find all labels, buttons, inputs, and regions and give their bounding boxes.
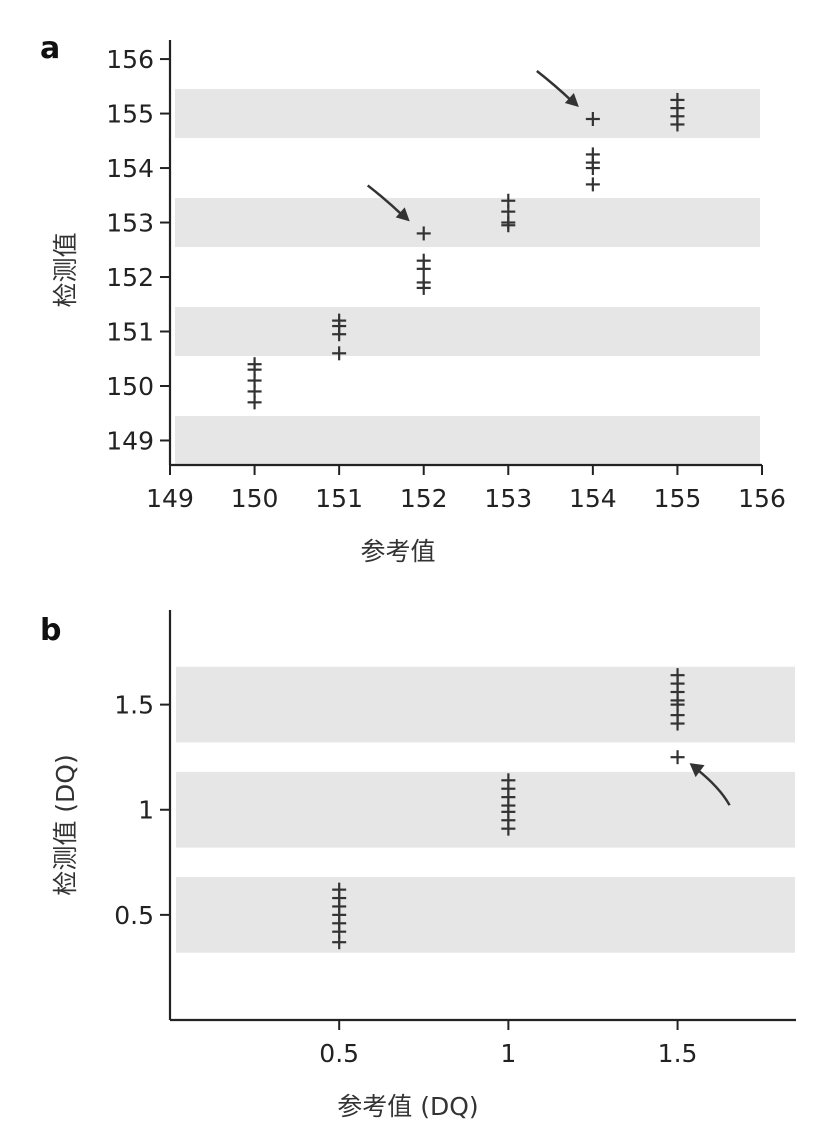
y-tick-label-b-0: 0.5 — [114, 901, 154, 930]
band-a-1 — [175, 306, 760, 357]
x-tick-label-a-3: 152 — [400, 484, 448, 513]
data-point-a-7 — [332, 327, 347, 342]
data-point-a-21 — [585, 161, 600, 176]
point-group-b — [332, 668, 685, 950]
arrow-a-1 — [536, 70, 579, 108]
data-point-a-9 — [416, 226, 431, 241]
data-point-a-13 — [416, 280, 431, 295]
x-axis-title-b: 参考值 (DQ) — [337, 1092, 478, 1121]
y-tick-label-a-2: 151 — [106, 318, 154, 347]
tick-group-b: 0.5 1 1.5 0.5 1 1.5 — [114, 691, 697, 1068]
x-tick-label-a-4: 153 — [484, 484, 532, 513]
x-tick-label-b-2: 1.5 — [658, 1039, 698, 1068]
data-point-a-26 — [670, 117, 685, 132]
y-axis-title-a: 检测值 — [51, 232, 80, 307]
tick-group-a: 149 150 151 152 153 154 155 156 149 150 151 152 153 1… — [106, 45, 786, 513]
band-b-1 — [176, 771, 795, 848]
y-tick-label-b-2: 1.5 — [114, 691, 154, 720]
arrow-group-a — [366, 70, 579, 222]
data-point-a-18 — [585, 112, 600, 127]
x-tick-label-a-1: 150 — [231, 484, 279, 513]
panel-letter-b: b — [40, 613, 61, 648]
x-tick-label-a-5: 154 — [569, 484, 617, 513]
band-a-3 — [175, 89, 760, 139]
data-point-b-20 — [670, 716, 685, 731]
y-axis-title-b: 检测值 (DQ) — [51, 754, 80, 895]
band-a-2 — [175, 198, 760, 248]
y-tick-label-a-6: 155 — [106, 100, 154, 129]
point-group-a — [247, 92, 685, 410]
x-tick-label-b-1: 1 — [500, 1039, 516, 1068]
x-tick-label-a-0: 149 — [146, 484, 194, 513]
x-tick-label-a-2: 151 — [315, 484, 363, 513]
chart-panel-a: a 149 150 151 152 153 154 155 156 149 150 151 152 15… — [40, 31, 786, 566]
x-tick-label-a-7: 156 — [738, 484, 786, 513]
y-tick-label-a-5: 154 — [106, 154, 154, 183]
y-tick-label-a-4: 153 — [106, 209, 154, 238]
y-tick-label-a-0: 149 — [106, 426, 154, 455]
band-group-b — [176, 666, 795, 953]
data-point-a-8 — [332, 346, 347, 361]
data-point-b-6 — [332, 935, 347, 950]
arrow-b-0 — [689, 763, 731, 806]
band-a-0 — [175, 415, 760, 465]
band-group-a — [175, 89, 760, 465]
panel-letter-a: a — [40, 31, 60, 66]
band-b-2 — [176, 666, 795, 743]
axes-b — [168, 610, 796, 1022]
arrow-a-0 — [366, 184, 410, 222]
y-tick-label-a-1: 150 — [106, 372, 154, 401]
data-point-a-11 — [416, 261, 431, 276]
data-point-a-4 — [247, 395, 262, 410]
chart-panel-b: b 0.5 1 1.5 0.5 1 1.5 参考值 (DQ) 检测值 (DQ) — [40, 610, 796, 1121]
y-tick-label-a-7: 156 — [106, 45, 154, 74]
x-tick-label-a-6: 155 — [654, 484, 702, 513]
data-point-b-21 — [670, 750, 685, 765]
band-b-0 — [176, 877, 795, 953]
data-point-b-13 — [501, 821, 516, 836]
axes-a — [168, 40, 762, 467]
y-tick-label-a-3: 152 — [106, 263, 154, 292]
data-point-a-22 — [585, 177, 600, 192]
x-axis-title-a: 参考值 — [360, 537, 435, 566]
x-tick-label-b-0: 0.5 — [319, 1039, 359, 1068]
y-tick-label-b-1: 1 — [138, 796, 154, 825]
arrow-group-b — [689, 763, 731, 806]
data-point-a-17 — [501, 218, 516, 233]
